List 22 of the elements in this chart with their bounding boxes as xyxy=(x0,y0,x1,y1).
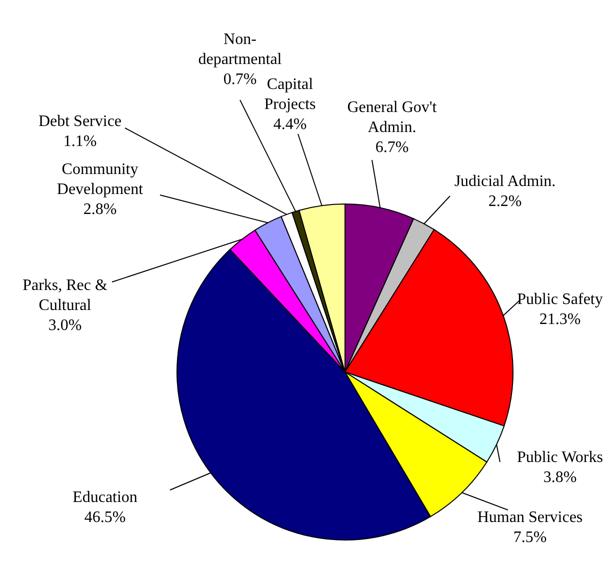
data-label: 3.8% xyxy=(543,469,577,486)
data-label: 0.7% xyxy=(223,71,257,88)
slice-label: Education xyxy=(72,489,138,506)
slice-label: Debt Service xyxy=(38,113,122,130)
slice-label: Judicial Admin. xyxy=(454,173,556,190)
data-label: 46.5% xyxy=(84,509,126,526)
data-label: 6.7% xyxy=(375,139,409,156)
data-label: 21.3% xyxy=(539,311,581,328)
data-label: 2.8% xyxy=(83,201,117,218)
data-label: 1.1% xyxy=(63,133,97,150)
slice-label: Community Development xyxy=(56,161,144,198)
slice-label: Human Services xyxy=(477,509,583,526)
slice-label: Public Safety xyxy=(517,291,603,308)
data-label: 3.0% xyxy=(48,317,82,334)
slice-label: General Gov't Admin. xyxy=(347,99,438,136)
slice-label: Capital Projects xyxy=(264,76,316,113)
slice-label: Non-departmental xyxy=(198,31,282,68)
slice-label: Parks, Rec & Cultural xyxy=(22,277,108,314)
data-label: 2.2% xyxy=(488,193,522,210)
data-label: 7.5% xyxy=(513,529,547,546)
data-label: 4.4% xyxy=(273,116,307,133)
slice-label: Public Works xyxy=(517,449,603,466)
